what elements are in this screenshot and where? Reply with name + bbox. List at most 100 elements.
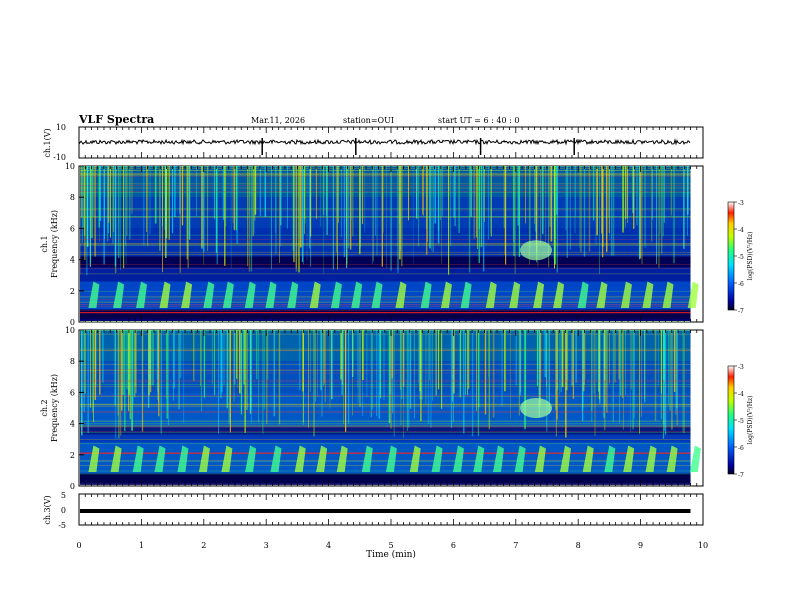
station-label: station=OUI xyxy=(343,116,394,125)
ch1-spectrogram-ylabel-freq: Frequency (kHz) xyxy=(50,210,59,278)
time-tick-label: 5 xyxy=(388,541,393,550)
spec1-band-6 xyxy=(80,309,691,319)
spec1-burst xyxy=(330,281,342,308)
spec1-band-3 xyxy=(80,256,691,268)
ch3-ytick-mid: 0 xyxy=(61,506,66,515)
time-ticks xyxy=(78,127,704,525)
ch2-spectrogram-heatmap xyxy=(80,330,701,485)
spec2-burst xyxy=(645,445,657,472)
ch2-colorbar-gradient xyxy=(727,365,735,475)
spec1-hiss-blob xyxy=(520,240,553,261)
ch2-spectrogram-yticks: 0 2 4 6 8 10 xyxy=(65,326,84,491)
spec2-burst xyxy=(560,445,571,472)
date-label: Mar.11, 2026 xyxy=(251,116,305,125)
spec1-burst xyxy=(351,281,363,308)
time-tick-labels: 0 1 2 3 4 5 6 7 8 9 10 xyxy=(76,541,708,550)
spec2-burst xyxy=(132,445,144,472)
ch2-ytick-label: 0 xyxy=(70,482,75,491)
spec2-burst xyxy=(623,445,635,472)
spec1-burst xyxy=(553,281,565,308)
ch2-ytick-label: 4 xyxy=(70,420,75,429)
ch1-ytick-bottom: -10 xyxy=(53,153,66,162)
time-tick-label: 8 xyxy=(576,541,581,550)
spec1-burst xyxy=(460,281,472,308)
ch1-waveform-ylabel: ch.1(V) xyxy=(43,128,52,157)
ch1-ytick-label: 6 xyxy=(70,224,75,233)
spec1-burst xyxy=(265,281,277,308)
ch2-colorbar-label: log(PSD)(V²/Hz) xyxy=(747,396,754,445)
spec2-burst xyxy=(154,445,166,472)
ch2-spectrogram-panel: 0 2 4 6 8 10 ch.2 Frequency (kHz) -3 -4 -5 -6 -7 l… xyxy=(40,326,754,491)
time-tick-label: 7 xyxy=(513,541,518,550)
ch1-ytick-top: 10 xyxy=(56,123,66,132)
ch2-ytick-label: 2 xyxy=(70,451,75,460)
spec1-burst xyxy=(596,281,608,308)
spec2-band-0 xyxy=(80,330,691,362)
ch2-colorbar-tick-label: -4 xyxy=(738,391,744,398)
ch2-colorbar-tick-label: -5 xyxy=(738,418,744,425)
time-tick-label: 3 xyxy=(264,541,269,550)
ch2-colorbar-tick-label: -7 xyxy=(738,472,744,479)
ch2-colorbar: -3 -4 -5 -6 -7 log(PSD)(V²/Hz) xyxy=(727,364,754,479)
spec1-burst xyxy=(662,281,674,308)
spec2-band-3 xyxy=(80,426,691,435)
spec1-burst xyxy=(113,281,125,308)
spec1-burst xyxy=(136,281,147,308)
ch1-waveform-panel: 10 -10 ch.1(V) xyxy=(43,123,704,162)
spec2-burst xyxy=(604,445,616,472)
spec2-burst xyxy=(221,445,233,472)
spec1-burst xyxy=(642,281,654,308)
time-tick-label: 2 xyxy=(201,541,206,550)
spec1-burst xyxy=(371,281,383,308)
ch1-ytick-label: 10 xyxy=(65,162,75,171)
ch1-spikes xyxy=(261,138,575,155)
spec2-burst xyxy=(316,445,328,472)
spec2-burst xyxy=(534,445,546,472)
spec1-burst xyxy=(395,281,407,308)
spec2-band-4 xyxy=(80,434,691,443)
spec2-burst xyxy=(409,445,421,472)
ch1-colorbar-label: log(PSD)(V²/Hz) xyxy=(747,232,754,281)
spec1-burst xyxy=(485,281,497,308)
spec2-band-6 xyxy=(80,473,691,483)
spec2-band-1 xyxy=(80,361,691,393)
ch1-colorbar-tick-label: -7 xyxy=(738,308,744,315)
spec2-band-2 xyxy=(80,392,691,427)
ch1-colorbar-tick-label: -3 xyxy=(738,200,744,207)
spec1-burst xyxy=(687,281,699,308)
spec2-burst xyxy=(582,445,594,472)
spec1-burst xyxy=(287,281,299,308)
spec2-burst xyxy=(361,445,373,472)
ch3-waveform-trace xyxy=(80,509,691,513)
spec1-band-4 xyxy=(80,267,691,282)
spec1-burst xyxy=(620,281,632,308)
spec2-burst xyxy=(88,445,100,472)
spec1-burst xyxy=(309,281,321,308)
spec1-band-0 xyxy=(80,166,691,198)
time-tick-label: 6 xyxy=(451,541,456,550)
ch1-ytick-label: 0 xyxy=(70,318,75,327)
time-tick-label: 0 xyxy=(76,541,81,550)
ch2-ytick-label: 6 xyxy=(70,388,75,397)
spec1-burst xyxy=(203,281,215,308)
ch1-waveform-trace xyxy=(79,138,691,146)
ch1-colorbar-tick-label: -6 xyxy=(738,281,744,288)
spec2-burst xyxy=(689,445,701,472)
ch1-ytick-label: 2 xyxy=(70,287,75,296)
ch2-colorbar-tick-label: -6 xyxy=(738,445,744,452)
spec2-hiss-blob xyxy=(520,398,553,418)
ch1-spectrogram-panel: 0 2 4 6 8 10 ch.1 Frequency (kHz) -3 -4 -5 -6 -7 l… xyxy=(40,162,754,327)
ch2-colorbar-tick-label: -3 xyxy=(738,364,744,371)
ch1-spectrogram-yticks: 0 2 4 6 8 10 xyxy=(65,162,84,327)
spec2-burst xyxy=(110,445,122,472)
spec2-burst xyxy=(473,445,485,472)
spec2-burst xyxy=(431,445,443,472)
ch1-spectrogram-ylabel-channel: ch.1 xyxy=(40,235,49,252)
ch2-spectrogram-ylabel-channel: ch.2 xyxy=(40,399,49,416)
figure-title: VLF Spectra xyxy=(78,113,154,126)
spec1-burst xyxy=(244,281,256,308)
ch3-ytick-bottom: -5 xyxy=(58,521,66,530)
spec2-burst xyxy=(198,445,210,472)
ch1-ytick-label: 4 xyxy=(70,256,75,265)
